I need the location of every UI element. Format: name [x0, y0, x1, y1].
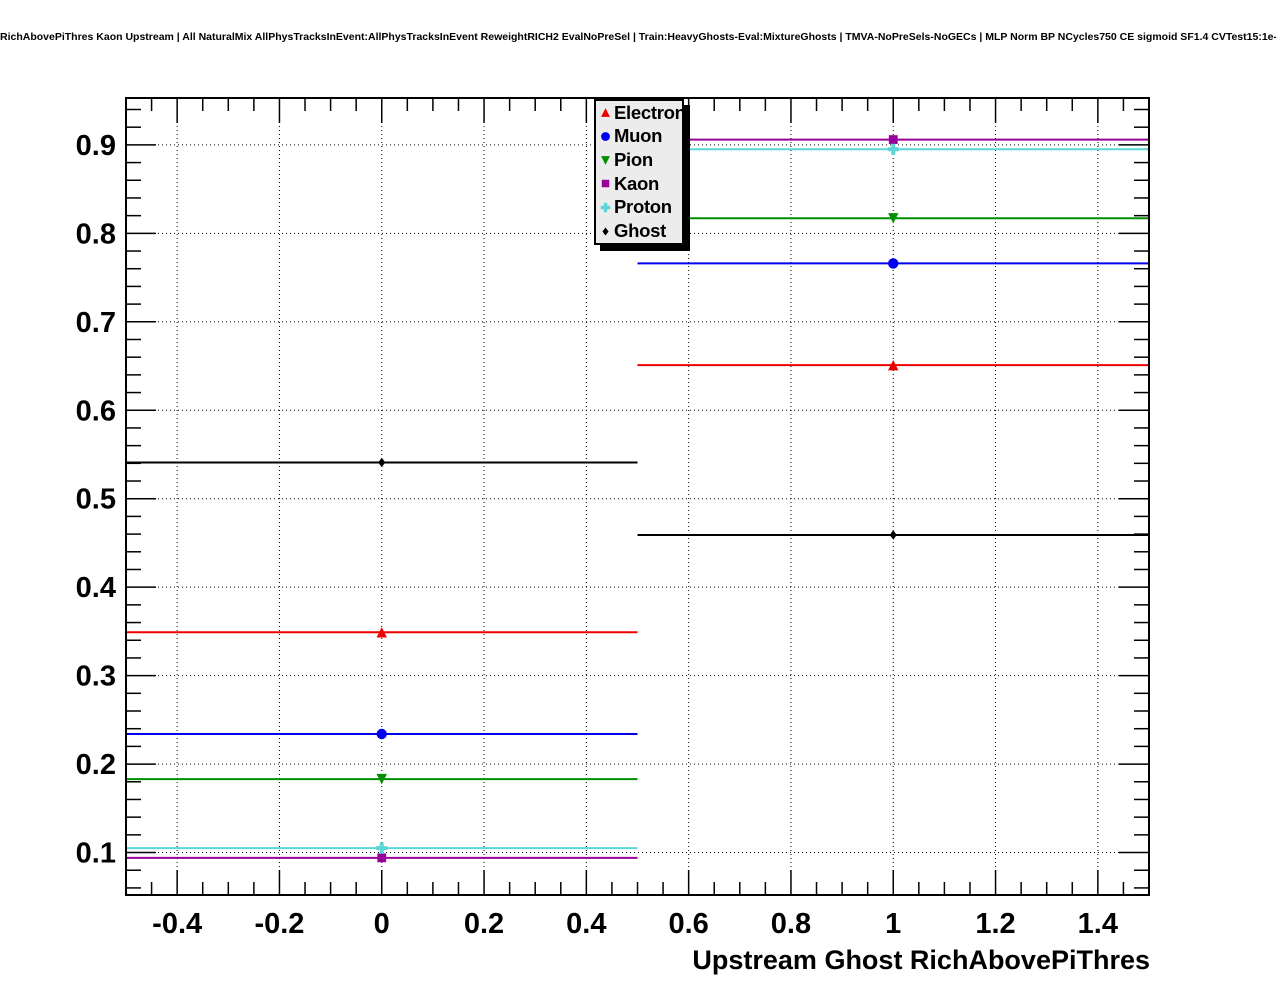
- legend-item-label: Muon: [614, 125, 663, 147]
- x-tick-label: 0: [374, 908, 390, 940]
- proton-marker-glyph: [600, 202, 611, 213]
- marker-kaon: [888, 135, 898, 144]
- y-tick-label: 0.8: [76, 218, 116, 250]
- x-tick-label: 0.4: [566, 908, 606, 940]
- y-tick-label: 0.3: [76, 661, 116, 693]
- ghost-marker-icon: [602, 227, 609, 236]
- kaon-marker-glyph: [601, 180, 610, 188]
- kaon-marker-icon: [601, 180, 610, 188]
- legend-item-label: Kaon: [614, 172, 660, 194]
- x-tick-label: 0.6: [668, 908, 708, 940]
- marker-muon: [376, 728, 387, 740]
- marker-pion: [376, 773, 387, 785]
- y-tick-label: 0.1: [76, 838, 116, 870]
- legend-item-label: Ghost: [614, 219, 666, 241]
- pion-marker-glyph: [601, 155, 610, 165]
- legend-item-kaon: Kaon: [598, 172, 682, 195]
- marker-kaon: [377, 853, 387, 863]
- legend-item-pion: Pion: [598, 149, 682, 172]
- y-tick-label: 0.2: [76, 749, 116, 781]
- x-tick-label: -0.2: [254, 908, 304, 940]
- x-tick-label: 0.8: [771, 908, 811, 940]
- pion-marker-icon: [601, 155, 610, 165]
- x-tick-label: 0.2: [464, 908, 504, 940]
- y-tick-label: 0.6: [76, 395, 116, 427]
- marker-proton: [376, 842, 388, 854]
- y-tick-label: 0.5: [76, 484, 116, 516]
- ghost-marker-glyph: [602, 227, 609, 236]
- x-axis-title: Upstream Ghost RichAbovePiThres: [692, 945, 1150, 975]
- legend-item-ghost: Ghost: [598, 220, 682, 243]
- marker-proton: [887, 143, 899, 155]
- legend-item-proton: Proton: [598, 196, 682, 219]
- legend-item-label: Proton: [614, 196, 672, 218]
- legend-item-label: Pion: [614, 148, 653, 170]
- legend-item-electron: Electron: [598, 101, 686, 124]
- muon-marker-icon: [601, 132, 610, 141]
- x-tick-label: 1.2: [975, 908, 1015, 940]
- proton-marker-icon: [600, 202, 611, 213]
- marker-muon: [888, 258, 899, 269]
- y-tick-label: 0.9: [76, 130, 116, 162]
- legend-item-label: Electron: [614, 101, 686, 123]
- marker-electron: [376, 627, 387, 638]
- legend: Electron Muon Pion Kaon Proton Ghost: [594, 99, 686, 245]
- x-tick-label: -0.4: [152, 908, 202, 940]
- marker-pion: [888, 213, 899, 224]
- marker-ghost: [378, 457, 386, 468]
- marker-ghost: [889, 530, 897, 540]
- legend-item-muon: Muon: [598, 125, 682, 148]
- electron-marker-icon: [601, 108, 610, 118]
- plot-title: RichAbovePiThres Kaon Upstream | All Nat…: [0, 31, 1276, 43]
- x-tick-label: 1.4: [1078, 908, 1118, 940]
- y-tick-label: 0.4: [76, 572, 116, 604]
- muon-marker-glyph: [601, 132, 610, 141]
- y-tick-label: 0.7: [76, 307, 116, 339]
- x-tick-label: 1: [885, 908, 901, 940]
- marker-electron: [888, 359, 899, 371]
- electron-marker-glyph: [601, 108, 610, 118]
